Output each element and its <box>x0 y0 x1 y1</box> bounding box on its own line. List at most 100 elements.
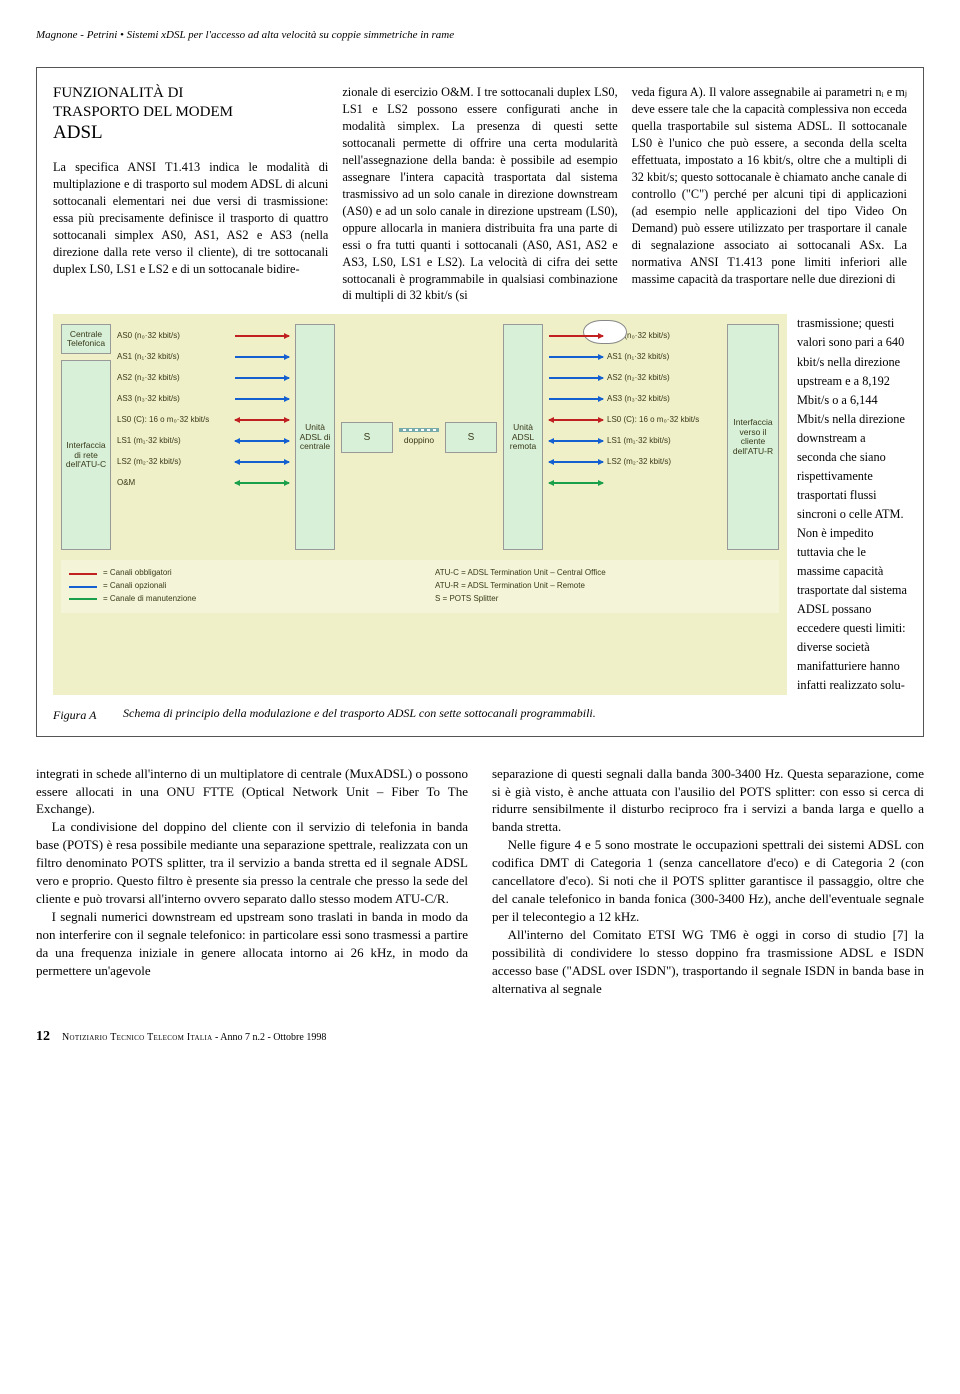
channel-label: AS3 (n₃·32 kbit/s) <box>117 394 235 405</box>
footer-tail: - Anno 7 n.2 - Ottobre 1998 <box>215 1032 326 1043</box>
doppino-label: doppino <box>399 435 439 446</box>
channel-arrow <box>549 398 603 400</box>
channel-label: LS0 (C): 16 o m₀·32 kbit/s <box>603 415 721 426</box>
channel-label: LS0 (C): 16 o m₀·32 kbit/s <box>117 415 235 426</box>
channel-arrow <box>235 398 289 400</box>
channel-arrow <box>235 482 289 484</box>
sidebar-title-line2: TRASPORTO DEL MODEM <box>53 103 328 122</box>
body-paragraph: Nelle figure 4 e 5 sono mostrate le occu… <box>492 836 924 926</box>
feature-text-2: zionale di esercizio O&M. I tre sottocan… <box>342 84 617 305</box>
adsl-diagram: Centrale Telefonica Interfaccia di rete d… <box>53 314 787 695</box>
splitter-box: S <box>445 422 497 454</box>
diagram-box: Unità ADSL di centrale <box>295 324 335 550</box>
channel-label: AS1 (n₁·32 kbit/s) <box>117 352 235 363</box>
legend-swatch <box>69 598 97 600</box>
feature-text-1: La specifica ANSI T1.413 indica le modal… <box>53 159 328 278</box>
legend-text: ATU-R = ADSL Termination Unit – Remote <box>435 581 585 592</box>
body-paragraph: I segnali numerici downstream ed upstrea… <box>36 908 468 980</box>
channel-arrow <box>235 419 289 421</box>
body-paragraph: integrati in schede all'interno di un mu… <box>36 765 468 819</box>
channel-arrow <box>549 440 603 442</box>
figure-label: Figura A <box>53 705 123 723</box>
feature-col-3: veda figura A). Il valore assegnabile ai… <box>632 84 907 305</box>
channel-row: LS2 (m₂·32 kbit/s) <box>549 454 721 470</box>
channel-row: AS1 (n₁·32 kbit/s) <box>117 349 289 365</box>
channel-arrow <box>235 377 289 379</box>
channel-row: LS1 (m₁·32 kbit/s) <box>549 433 721 449</box>
channel-arrow <box>235 356 289 358</box>
diagram-box: Interfaccia verso il cliente dell'ATU-R <box>727 324 779 550</box>
legend-swatch <box>69 573 97 575</box>
channel-row: AS2 (n₂·32 kbit/s) <box>117 370 289 386</box>
channel-label: O&M <box>117 478 235 489</box>
channel-row <box>549 475 721 491</box>
channel-arrow <box>549 461 603 463</box>
channel-label: AS0 (n₀·32 kbit/s) <box>117 331 235 342</box>
channel-arrow <box>549 335 603 337</box>
network-cloud-icon <box>583 320 627 344</box>
channel-row: AS1 (n₁·32 kbit/s) <box>549 349 721 365</box>
feature-narrow-col: trasmissione; questi valori sono pari a … <box>797 314 907 695</box>
legend-row: = Canali obbligatori <box>69 568 405 579</box>
legend-row: = Canale di manutenzione <box>69 594 405 605</box>
channel-arrow <box>549 377 603 379</box>
page-footer: 12 Notiziario Tecnico Telecom Italia - A… <box>36 1028 924 1047</box>
diagram-box: Interfaccia di rete dell'ATU-C <box>61 360 111 550</box>
body-col-left: integrati in schede all'interno di un mu… <box>36 765 468 998</box>
channel-arrow <box>235 461 289 463</box>
legend-swatch <box>69 586 97 588</box>
channel-label: LS1 (m₁·32 kbit/s) <box>603 436 721 447</box>
diagram-box: Centrale Telefonica <box>61 324 111 354</box>
diagram-legend: = Canali obbligatori = Canali opzionali = … <box>61 560 779 612</box>
channel-row: LS0 (C): 16 o m₀·32 kbit/s <box>117 412 289 428</box>
body-paragraph: All'interno del Comitato ETSI WG TM6 è o… <box>492 926 924 998</box>
page-number: 12 <box>36 1028 50 1047</box>
channel-label: AS3 (n₃·32 kbit/s) <box>603 394 721 405</box>
channel-row: LS0 (C): 16 o m₀·32 kbit/s <box>549 412 721 428</box>
body-paragraph: separazione di questi segnali dalla band… <box>492 765 924 837</box>
legend-text: = Canali obbligatori <box>103 568 172 579</box>
channel-row: AS3 (n₃·32 kbit/s) <box>549 391 721 407</box>
doppino-line <box>399 428 439 432</box>
sidebar-title-line3: ADSL <box>53 121 328 145</box>
running-head: Magnone - Petrini • Sistemi xDSL per l'a… <box>36 28 924 43</box>
legend-text: = Canale di manutenzione <box>103 594 196 605</box>
channel-row: O&M <box>117 475 289 491</box>
channel-label: LS2 (m₂·32 kbit/s) <box>603 457 721 468</box>
channel-arrow <box>235 335 289 337</box>
legend-text: S = POTS Splitter <box>435 594 498 605</box>
channel-arrow <box>549 356 603 358</box>
channel-row: LS2 (m₂·32 kbit/s) <box>117 454 289 470</box>
legend-row: = Canali opzionali <box>69 581 405 592</box>
channel-row: AS3 (n₃·32 kbit/s) <box>117 391 289 407</box>
channel-row: AS0 (n₀·32 kbit/s) <box>117 328 289 344</box>
channel-label: AS2 (n₂·32 kbit/s) <box>603 373 721 384</box>
channel-row: LS1 (m₁·32 kbit/s) <box>117 433 289 449</box>
splitter-box: S <box>341 422 393 454</box>
channel-label: LS1 (m₁·32 kbit/s) <box>117 436 235 447</box>
sidebar-title-line1: FUNZIONALITÀ DI <box>53 84 328 103</box>
channel-arrow <box>549 419 603 421</box>
channel-arrow <box>235 440 289 442</box>
body-columns: integrati in schede all'interno di un mu… <box>36 765 924 998</box>
diagram-box: Unità ADSL remota <box>503 324 543 550</box>
channel-row: AS2 (n₂·32 kbit/s) <box>549 370 721 386</box>
channel-label: LS2 (m₂·32 kbit/s) <box>117 457 235 468</box>
feature-col-2: zionale di esercizio O&M. I tre sottocan… <box>342 84 617 305</box>
feature-col-1: FUNZIONALITÀ DI TRASPORTO DEL MODEM ADSL… <box>53 84 328 305</box>
channel-arrow <box>549 482 603 484</box>
body-col-right: separazione di questi segnali dalla band… <box>492 765 924 998</box>
feature-box: FUNZIONALITÀ DI TRASPORTO DEL MODEM ADSL… <box>36 67 924 737</box>
legend-text: ATU-C = ADSL Termination Unit – Central … <box>435 568 606 579</box>
legend-row: S = POTS Splitter <box>435 594 771 605</box>
legend-text: = Canali opzionali <box>103 581 166 592</box>
legend-row: ATU-R = ADSL Termination Unit – Remote <box>435 581 771 592</box>
channel-row: AS0 (n₀·32 kbit/s) <box>549 328 721 344</box>
figure-caption: Schema di principio della modulazione e … <box>123 705 907 721</box>
channel-label: AS2 (n₂·32 kbit/s) <box>117 373 235 384</box>
footer-title: Notiziario Tecnico Telecom Italia <box>62 1032 212 1043</box>
feature-text-3: veda figura A). Il valore assegnabile ai… <box>632 84 907 288</box>
channel-label: AS1 (n₁·32 kbit/s) <box>603 352 721 363</box>
legend-row: ATU-C = ADSL Termination Unit – Central … <box>435 568 771 579</box>
body-paragraph: La condivisione del doppino del cliente … <box>36 818 468 908</box>
